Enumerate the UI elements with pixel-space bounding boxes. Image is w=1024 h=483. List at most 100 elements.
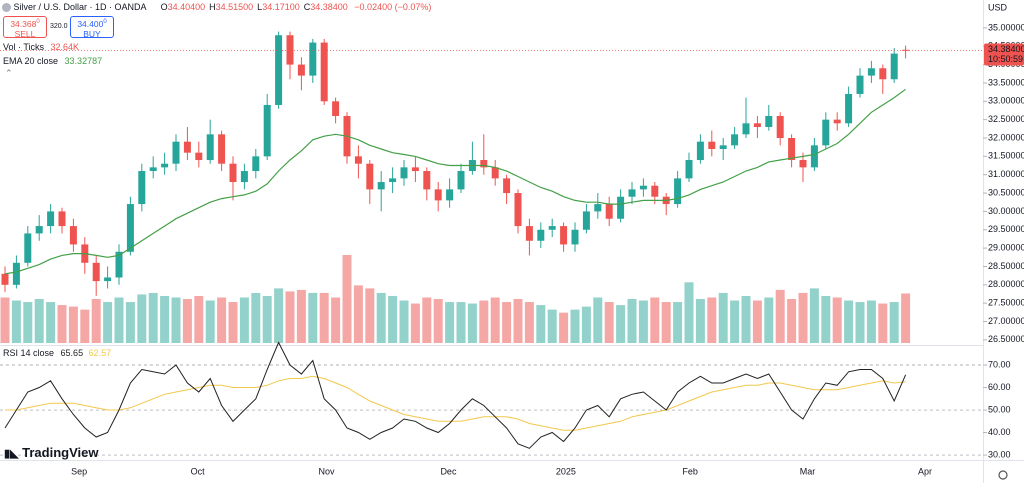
candle-body — [708, 141, 716, 150]
candle-body — [639, 185, 647, 190]
rsi-y-tick-label: 60.00 — [988, 382, 1011, 392]
candle-body — [434, 189, 442, 201]
candle-body — [731, 134, 739, 146]
candle-body — [24, 233, 32, 263]
sell-price-sup: 0 — [36, 19, 40, 25]
candle-body — [560, 226, 568, 245]
candle-body — [332, 101, 340, 116]
sell-price: 34.368 — [10, 18, 37, 29]
candle-body — [480, 160, 488, 168]
volume-bar — [376, 292, 386, 343]
volume-bar — [513, 299, 523, 343]
settings-icon[interactable] — [998, 470, 1008, 480]
y-tick-label: 33.00000 — [988, 96, 1024, 106]
volume-bar — [433, 299, 443, 343]
candle-body — [389, 178, 397, 183]
volume-bar — [160, 295, 170, 343]
volume-bar — [855, 302, 865, 343]
volume-bar — [502, 302, 512, 343]
ohlc-key: C — [303, 2, 311, 12]
candle-body — [58, 211, 66, 227]
volume-bar — [57, 305, 67, 343]
candle-body — [423, 171, 431, 190]
sell-label: SELL — [14, 28, 36, 39]
candle-body — [810, 145, 818, 168]
volume-bar — [319, 292, 329, 343]
volume-bar — [182, 299, 192, 343]
volume-bar — [251, 292, 261, 343]
volume-bar — [695, 299, 705, 343]
sell-button[interactable]: 34.3680 SELL — [3, 16, 47, 39]
y-tick-label: 28.00000 — [988, 279, 1024, 289]
candle-body — [126, 204, 134, 252]
volume-name: Vol · Ticks — [3, 42, 45, 52]
candle-body — [377, 182, 385, 190]
rsi-line — [4, 341, 907, 449]
buy-button[interactable]: 34.4000 BUY — [70, 16, 114, 39]
volume-bar — [445, 302, 455, 343]
candle-body — [149, 167, 157, 172]
currency-label: USD — [988, 2, 1008, 12]
candle-body — [879, 68, 887, 80]
volume-bar — [194, 295, 204, 343]
volume-bar — [91, 299, 101, 343]
candle-body — [400, 167, 408, 179]
candle-body — [252, 156, 260, 172]
candle-body — [525, 226, 533, 241]
candle-body — [12, 262, 20, 285]
y-tick-label: 30.50000 — [988, 187, 1024, 197]
candle-body — [411, 167, 419, 172]
ohlc-value: 34.38400 — [310, 2, 348, 12]
candle-body — [240, 171, 248, 183]
volume-bar — [809, 288, 819, 343]
volume-bar — [730, 300, 740, 343]
volume-bar — [593, 297, 603, 343]
buy-price: 34.400 — [77, 18, 104, 29]
x-tick-label: Feb — [682, 466, 698, 476]
volume-bar — [638, 300, 648, 343]
candle-body — [69, 226, 77, 245]
volume-bar — [604, 302, 614, 343]
candle-body — [446, 189, 454, 201]
candle-body — [685, 160, 693, 179]
spread: 320.0 — [50, 23, 68, 30]
candle-body — [35, 226, 43, 234]
ema-value: 33.32787 — [64, 56, 103, 66]
x-tick-label: Mar — [800, 466, 816, 476]
volume-bar — [616, 305, 626, 343]
volume-bar — [570, 309, 580, 343]
candle-body — [902, 49, 910, 51]
candle-body — [822, 119, 830, 146]
x-tick-label: 2025 — [556, 466, 576, 476]
volume-bar — [114, 297, 124, 343]
volume-bar — [627, 299, 637, 343]
ohlc-value: 34.40400 — [167, 2, 206, 12]
candle-body — [719, 145, 727, 150]
volume-bar — [752, 300, 762, 343]
volume-bar — [285, 291, 295, 343]
volume-bar — [308, 292, 318, 343]
y-tick-label: 26.50000 — [988, 334, 1024, 344]
candle-body — [617, 196, 625, 219]
volume-bar — [239, 297, 249, 343]
volume-bar — [148, 292, 158, 343]
candle-body — [537, 229, 545, 241]
candle-body — [309, 42, 317, 76]
volume-bar — [901, 293, 911, 343]
volume-bar — [296, 289, 306, 343]
volume-bar — [889, 302, 899, 343]
volume-bar — [456, 302, 466, 343]
volume-bar — [650, 297, 660, 343]
volume-bar — [844, 300, 854, 343]
volume-bar — [228, 302, 238, 343]
candle-body — [297, 64, 305, 76]
candle-body — [218, 134, 226, 164]
volume-bar — [410, 303, 420, 343]
volume-legend: Vol · Ticks 32.64K — [3, 42, 79, 52]
rsi-y-tick-label: 40.00 — [988, 427, 1011, 437]
logo-text: TradingView — [22, 445, 99, 460]
collapse-legend[interactable]: ⌃ — [5, 68, 13, 78]
volume-bar — [46, 302, 56, 343]
